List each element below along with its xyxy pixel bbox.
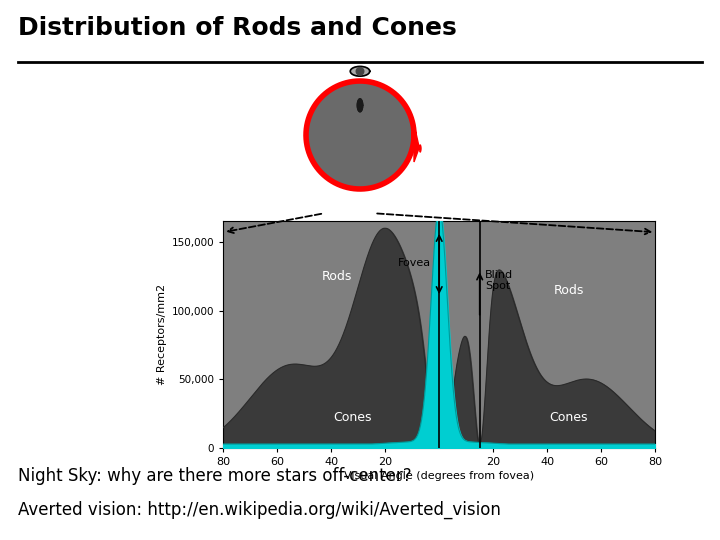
Text: Blind
Spot: Blind Spot [485, 269, 513, 291]
X-axis label: Visual Angle (degrees from fovea): Visual Angle (degrees from fovea) [344, 471, 534, 481]
Text: Night Sky: why are there more stars off-center?: Night Sky: why are there more stars off-… [18, 467, 412, 484]
Text: Cones: Cones [549, 411, 588, 424]
Text: Fovea: Fovea [398, 258, 431, 268]
Text: Rods: Rods [554, 284, 584, 296]
Polygon shape [356, 68, 364, 75]
Text: Averted vision: http://en.wikipedia.org/wiki/Averted_vision: Averted vision: http://en.wikipedia.org/… [18, 501, 501, 519]
Polygon shape [357, 99, 363, 112]
Polygon shape [351, 66, 370, 76]
Polygon shape [414, 124, 421, 162]
Polygon shape [306, 81, 414, 189]
Text: Distribution of Rods and Cones: Distribution of Rods and Cones [18, 16, 456, 40]
Text: Cones: Cones [333, 411, 372, 424]
Y-axis label: # Receptors/mm2: # Receptors/mm2 [158, 284, 167, 386]
Text: Rods: Rods [321, 270, 352, 283]
